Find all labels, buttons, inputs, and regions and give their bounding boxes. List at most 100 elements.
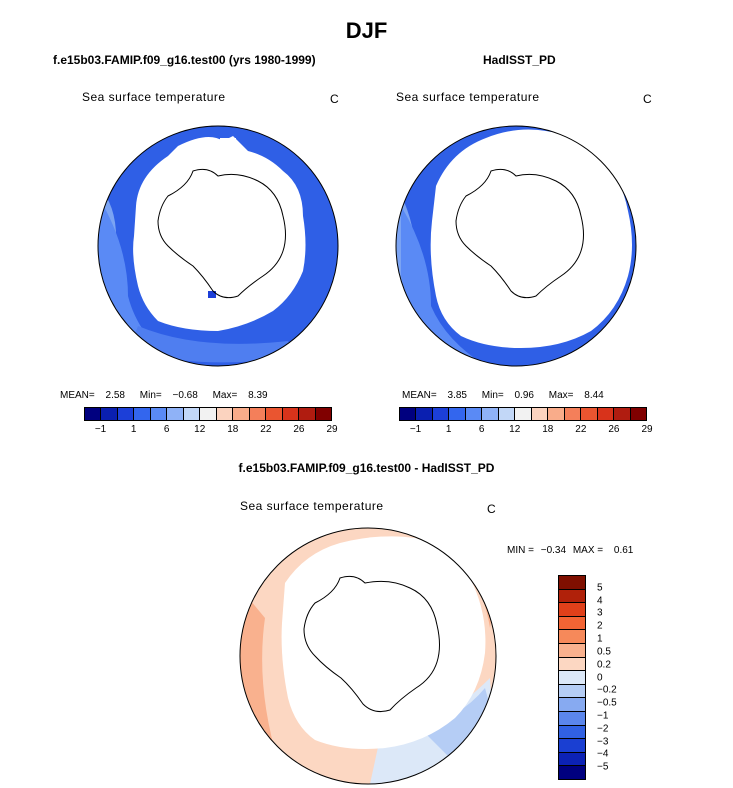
panel-2-max-label: Max= [548,390,574,401]
diff-panel-title: f.e15b03.FAMIP.f09_g16.test00 - HadISST_… [238,461,495,475]
diff-colorbar-tick-label: −0.2 [597,684,617,696]
panel-1-colorbar-swatch [85,408,102,420]
panel-2-min-value: 0.96 [514,390,534,401]
panel-2-colorbar-tick-label: 6 [478,424,485,435]
diff-coastline [303,575,440,712]
panel-2-colorbar-ticks: −1 1 6 12 18 22 26 29 [399,424,653,438]
diff-colorbar-swatch [559,752,585,767]
diff-colorbar-tick-label: −3 [597,736,609,748]
panel-1-colorbar-swatch [282,408,300,420]
panel-1-colorbar-swatch [134,408,151,420]
panel-1-variable-label: Sea surface temperature [82,90,226,104]
diff-min-value: −0.34 [540,545,567,556]
panel-2-max-value: 8.44 [584,390,604,401]
diff-colorbar-tick-label: −0.5 [597,697,617,709]
diff-colorbar-ticks: 5 4 3 2 1 0.5 0.2 0 −0.2 −0.5 −1 −2 −3 −4 −5 [597,575,637,780]
panel-2-colorbar-swatch [465,408,483,420]
diff-colorbar-tick-label: −1 [597,710,609,722]
diff-panel-variable-label: Sea surface temperature [240,499,384,513]
panel-2-colorbar-swatch [432,408,450,420]
diff-colorbar-tick-label: 0 [597,672,603,683]
panel-2-colorbar-tick-label: −1 [409,424,422,435]
panel-1-colorbar-swatch [249,408,267,420]
panel-1-min-label: Min= [139,390,162,401]
panel-2-sea-ice [430,129,632,348]
panel-1-colorbar [84,407,332,421]
panel-2-colorbar-tick-label: 1 [445,424,452,435]
diff-colorbar-tick-label: 0.2 [597,659,611,671]
panel-1-colorbar-swatch [315,408,332,420]
diff-colorbar-swatch [559,766,585,779]
diff-colorbar-tick-label: 3 [597,607,603,619]
panel-2-colorbar-swatch [614,408,631,420]
diff-colorbar-tick-label: 0.5 [597,646,611,658]
panel-2-colorbar-swatch [597,408,615,420]
panel-2-map [395,125,637,367]
panel-1-colorbar-tick-label: −1 [94,424,107,435]
panel-1-colorbar-swatch [150,408,168,420]
panel-2-stats: MEAN= 3.85 Min= 0.96 Max= 8.44 [402,390,604,401]
diff-panel-map [239,527,497,785]
panel-2-min-label: Min= [481,390,504,401]
diff-colorbar-swatch [559,684,585,699]
panel-1-title: f.e15b03.FAMIP.f09_g16.test00 (yrs 1980-… [53,53,316,67]
panel-2-colorbar-tick-label: 26 [608,424,620,435]
panel-1-mean-label: MEAN= [60,390,95,401]
panel-1-colorbar-swatch [200,408,217,420]
panel-1-colorbar-swatch [216,408,234,420]
diff-colorbar-tick-label: 5 [597,582,603,594]
diff-max-label: MAX = [572,545,604,556]
panel-1-min-value: −0.68 [172,390,198,401]
diff-colorbar-swatch [559,711,585,726]
panel-2-unit-label: C [643,92,652,106]
panel-1-max-label: Max= [212,390,238,401]
panel-1-colorbar-tick-label: 18 [227,424,239,435]
panel-2-colorbar-swatch [548,408,565,420]
diff-colorbar-tick-label: 1 [597,633,603,645]
panel-2-colorbar-swatch [449,408,466,420]
panel-1-colorbar-tick-label: 12 [194,424,206,435]
panel-2-colorbar-tick-label: 18 [542,424,554,435]
panel-1-colorbar-tick-label: 29 [326,424,338,435]
panel-1-colorbar-swatch [266,408,283,420]
panel-2-mean-label: MEAN= [402,390,437,401]
panel-1-colorbar-tick-label: 26 [293,424,305,435]
panel-2-colorbar-swatch [531,408,549,420]
diff-colorbar-swatch [559,603,585,617]
diff-colorbar-swatch [559,739,585,753]
panel-1-colorbar-swatch [167,408,184,420]
panel-1-colorbar-tick-label: 6 [163,424,170,435]
panel-2-mean-value: 3.85 [447,390,467,401]
panel-2-colorbar-tick-label: 22 [575,424,587,435]
panel-1-coastline [157,168,286,299]
panel-1-colorbar-swatch [233,408,250,420]
diff-colorbar-swatch [559,616,585,631]
panel-2-colorbar-swatch [482,408,499,420]
diff-colorbar [558,575,586,780]
panel-1-unit-label: C [330,92,339,106]
diff-colorbar-swatch [559,698,585,712]
panel-2-colorbar-tick-label: 12 [509,424,521,435]
panel-1-colorbar-swatch [183,408,201,420]
diff-masked-ice [281,536,486,749]
diff-panel-stats: MIN = −0.34 MAX = 0.61 [507,545,633,556]
diff-min-label: MIN = [507,545,534,556]
diff-colorbar-swatch [559,657,585,672]
diff-colorbar-tick-label: −5 [597,761,609,773]
panel-1-colorbar-tick-label: 22 [260,424,272,435]
panel-2-colorbar-swatch [515,408,532,420]
panel-2-colorbar-swatch [416,408,433,420]
diff-colorbar-swatch [559,630,585,644]
diff-panel-unit-label: C [487,502,496,516]
diff-colorbar-swatch [559,576,585,590]
diff-colorbar-swatch [559,671,585,685]
panel-1-colorbar-tick-label: 1 [130,424,137,435]
panel-2-colorbar-swatch [581,408,598,420]
panel-1-map [97,125,339,367]
panel-2-colorbar-swatch [564,408,582,420]
panel-2-colorbar-swatch [630,408,647,420]
diff-colorbar-swatch [559,725,585,740]
panel-2-variable-label: Sea surface temperature [396,90,540,104]
panel-2-colorbar-tick-label: 29 [641,424,653,435]
diff-max-value: 0.61 [613,545,634,556]
